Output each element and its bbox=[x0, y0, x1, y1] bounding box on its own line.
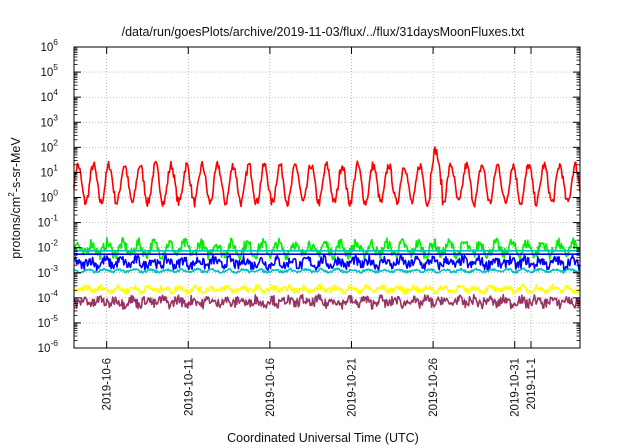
y-axis-label-main: protons/cm bbox=[9, 197, 23, 259]
y-tick-exponent: 4 bbox=[53, 87, 58, 97]
series-line bbox=[73, 293, 581, 310]
y-tick-exponent: 0 bbox=[53, 188, 58, 198]
x-tick-label: 2019-11-1 bbox=[526, 358, 538, 410]
y-tick-exponent: 3 bbox=[53, 112, 58, 122]
y-tick-base: 10 bbox=[40, 193, 53, 205]
y-axis-label-sup: 2 bbox=[6, 192, 16, 197]
y-tick-label: 101 bbox=[40, 162, 58, 179]
y-tick-label: 10-1 bbox=[38, 213, 59, 230]
y-tick-base: 10 bbox=[38, 293, 51, 305]
y-tick-label: 10-5 bbox=[38, 313, 59, 330]
y-tick-exponent: 6 bbox=[53, 37, 58, 47]
y-tick-label: 10-3 bbox=[38, 263, 59, 280]
y-tick-label: 100 bbox=[40, 188, 58, 205]
plot-frame bbox=[73, 46, 581, 349]
x-tick-label: 2019-10-21 bbox=[346, 358, 358, 417]
y-tick-base: 10 bbox=[38, 218, 51, 230]
y-tick-exponent: -1 bbox=[50, 213, 58, 223]
y-tick-base: 10 bbox=[38, 343, 51, 355]
series-line bbox=[73, 146, 581, 208]
x-tick-label: 2019-10-6 bbox=[102, 358, 114, 410]
y-tick-exponent: 5 bbox=[53, 62, 58, 72]
y-tick-label: 102 bbox=[40, 137, 58, 154]
y-tick-base: 10 bbox=[40, 142, 53, 154]
x-tick-label: 2019-10-11 bbox=[183, 358, 195, 416]
y-tick-label: 105 bbox=[40, 62, 58, 79]
series-line bbox=[73, 283, 581, 295]
y-tick-exponent: -4 bbox=[50, 288, 58, 298]
series-group bbox=[73, 146, 581, 310]
x-tick-label: 2019-10-31 bbox=[510, 358, 522, 417]
x-tick-label: 2019-10-16 bbox=[265, 358, 277, 417]
y-tick-base: 10 bbox=[40, 42, 53, 54]
y-tick-label: 10-6 bbox=[38, 338, 59, 355]
series-line bbox=[73, 267, 581, 274]
y-tick-label: 104 bbox=[40, 87, 58, 104]
series-line bbox=[73, 254, 581, 272]
y-tick-exponent: 2 bbox=[53, 137, 58, 147]
y-tick-base: 10 bbox=[38, 268, 51, 280]
x-axis-label: Coordinated Universal Time (UTC) bbox=[227, 431, 419, 445]
y-tick-label: 10-2 bbox=[38, 238, 59, 255]
y-tick-base: 10 bbox=[40, 67, 53, 79]
chart-title: /data/run/goesPlots/archive/2019-11-03/f… bbox=[122, 25, 525, 39]
y-tick-base: 10 bbox=[40, 117, 53, 129]
y-tick-exponent: -5 bbox=[50, 313, 58, 323]
series-line bbox=[73, 237, 581, 261]
y-tick-base: 10 bbox=[40, 167, 53, 179]
axes-group: 10-610-510-410-310-210-11001011021031041… bbox=[38, 37, 581, 417]
y-tick-exponent: -6 bbox=[50, 338, 58, 348]
y-axis-label-rest: -s-sr-MeV bbox=[9, 137, 23, 193]
y-tick-label: 10-4 bbox=[38, 288, 59, 305]
y-tick-label: 103 bbox=[40, 112, 58, 129]
x-tick-label: 2019-10-26 bbox=[428, 358, 440, 417]
y-tick-label: 106 bbox=[40, 37, 58, 54]
y-tick-exponent: 1 bbox=[53, 162, 58, 172]
y-axis-label: protons/cm2-s-sr-MeV bbox=[6, 137, 23, 259]
y-tick-exponent: -2 bbox=[50, 238, 58, 248]
y-tick-base: 10 bbox=[40, 92, 53, 104]
y-tick-base: 10 bbox=[38, 318, 51, 330]
y-tick-exponent: -3 bbox=[50, 263, 58, 273]
y-tick-base: 10 bbox=[38, 243, 51, 255]
